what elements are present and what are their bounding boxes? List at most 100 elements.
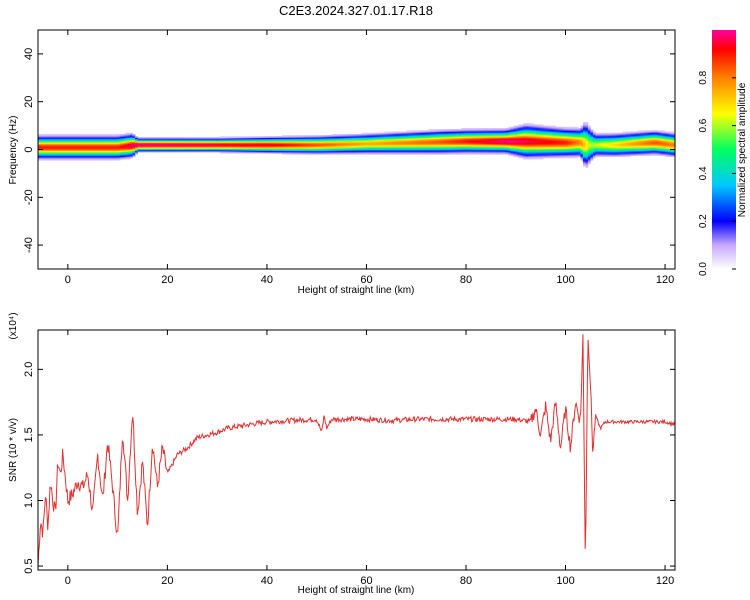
heatmap-cell [563, 132, 566, 135]
heatmap-cell [647, 145, 651, 148]
heatmap-cell [187, 145, 191, 148]
heatmap-cell [408, 135, 412, 137]
heatmap-cell [386, 132, 390, 135]
heatmap-cell [635, 135, 639, 137]
heatmap-cell [555, 156, 559, 159]
heatmap-cell [386, 151, 390, 154]
heatmap-cell [555, 147, 559, 149]
heatmap-cell [249, 149, 253, 152]
heatmap-cell [169, 137, 173, 140]
heatmap-cell [518, 131, 522, 134]
heatmap-cell [650, 141, 654, 143]
heatmap-cell [393, 144, 397, 147]
heatmap-cell [346, 147, 350, 149]
heatmap-cell [505, 129, 509, 131]
heatmap-cell [500, 147, 504, 149]
heatmap-cell [523, 157, 527, 160]
heatmap-cell [545, 129, 549, 131]
heatmap-cell [70, 142, 74, 144]
heatmap-cell [97, 135, 101, 137]
heatmap-cell [349, 139, 352, 142]
heatmap-cell [75, 147, 79, 149]
heatmap-cell [309, 151, 313, 154]
heatmap-cell [453, 132, 457, 135]
heatmap-cell [125, 151, 128, 154]
heatmap-cell [525, 139, 529, 142]
heatmap-cell [47, 156, 51, 159]
heatmap-cell [179, 149, 183, 152]
heatmap-cell [341, 145, 345, 148]
heatmap-cell [70, 154, 74, 156]
heatmap-cell [393, 153, 397, 155]
heatmap-cell [92, 138, 96, 141]
heatmap-cell [214, 143, 218, 146]
heatmap-cell [167, 148, 171, 150]
heatmap-cell [311, 145, 315, 148]
heatmap-cell [625, 142, 629, 144]
heatmap-cell [590, 159, 594, 161]
heatmap-cell [498, 141, 502, 143]
heatmap-cell [120, 133, 123, 136]
heatmap-cell [520, 137, 524, 140]
heatmap-cell [421, 148, 425, 150]
heatmap-cell [627, 154, 631, 156]
heatmap-cell [560, 142, 564, 144]
heatmap-cell [256, 150, 260, 153]
heatmap-cell [296, 151, 300, 154]
heatmap-cell [197, 141, 201, 143]
heatmap-cell [543, 145, 547, 148]
heatmap-cell [50, 155, 54, 158]
heatmap-cell [408, 131, 412, 134]
heatmap-cell [398, 144, 402, 147]
heatmap-cell [530, 156, 534, 159]
heatmap-cell [87, 144, 91, 147]
heatmap-cell [600, 139, 604, 142]
heatmap-cell [115, 145, 119, 148]
heatmap-cell [585, 142, 589, 144]
heatmap-cell [595, 133, 599, 136]
heatmap-cell [122, 137, 126, 140]
heatmap-cell [40, 153, 44, 155]
heatmap-cell [577, 150, 581, 153]
heatmap-cell [538, 125, 542, 128]
heatmap-cell [503, 142, 507, 144]
heatmap-cell [672, 133, 675, 136]
heatmap-cell [580, 137, 584, 140]
heatmap-cell [378, 148, 382, 150]
heatmap-cell [563, 136, 566, 138]
heatmap-cell [515, 150, 519, 153]
heatmap-cell [229, 143, 233, 146]
heatmap-cell [80, 156, 84, 159]
heatmap-cell [100, 147, 104, 149]
heatmap-cell [75, 144, 79, 147]
heatmap-cell [565, 141, 569, 143]
heatmap-cell [256, 142, 260, 144]
heatmap-cell [192, 138, 196, 141]
heatmap-cell [239, 143, 243, 146]
heatmap-cell [510, 130, 514, 132]
heatmap-cell [438, 150, 442, 153]
heatmap-cell [585, 127, 589, 130]
heatmap-cell [637, 148, 641, 150]
heatmap-cell [162, 137, 166, 140]
heatmap-cell [525, 131, 529, 134]
heatmap-cell [563, 151, 566, 154]
heatmap-cell [560, 133, 564, 136]
heatmap-cell [540, 137, 544, 140]
heatmap-cell [600, 144, 604, 147]
heatmap-cell [354, 145, 357, 148]
heatmap-cell [72, 142, 76, 144]
heatmap-cell [406, 132, 410, 135]
heatmap-cell [543, 139, 547, 142]
heatmap-cell [194, 145, 198, 148]
heatmap-cell [120, 157, 123, 160]
heatmap-cell [538, 133, 542, 136]
heatmap-cell [595, 149, 599, 152]
heatmap-cell [368, 137, 372, 140]
heatmap-cell [605, 149, 609, 152]
heatmap-cell [465, 138, 469, 141]
heatmap-cell [269, 139, 273, 142]
heatmap-cell [67, 150, 71, 153]
heatmap-cell [572, 145, 576, 148]
heatmap-cell [620, 132, 624, 135]
